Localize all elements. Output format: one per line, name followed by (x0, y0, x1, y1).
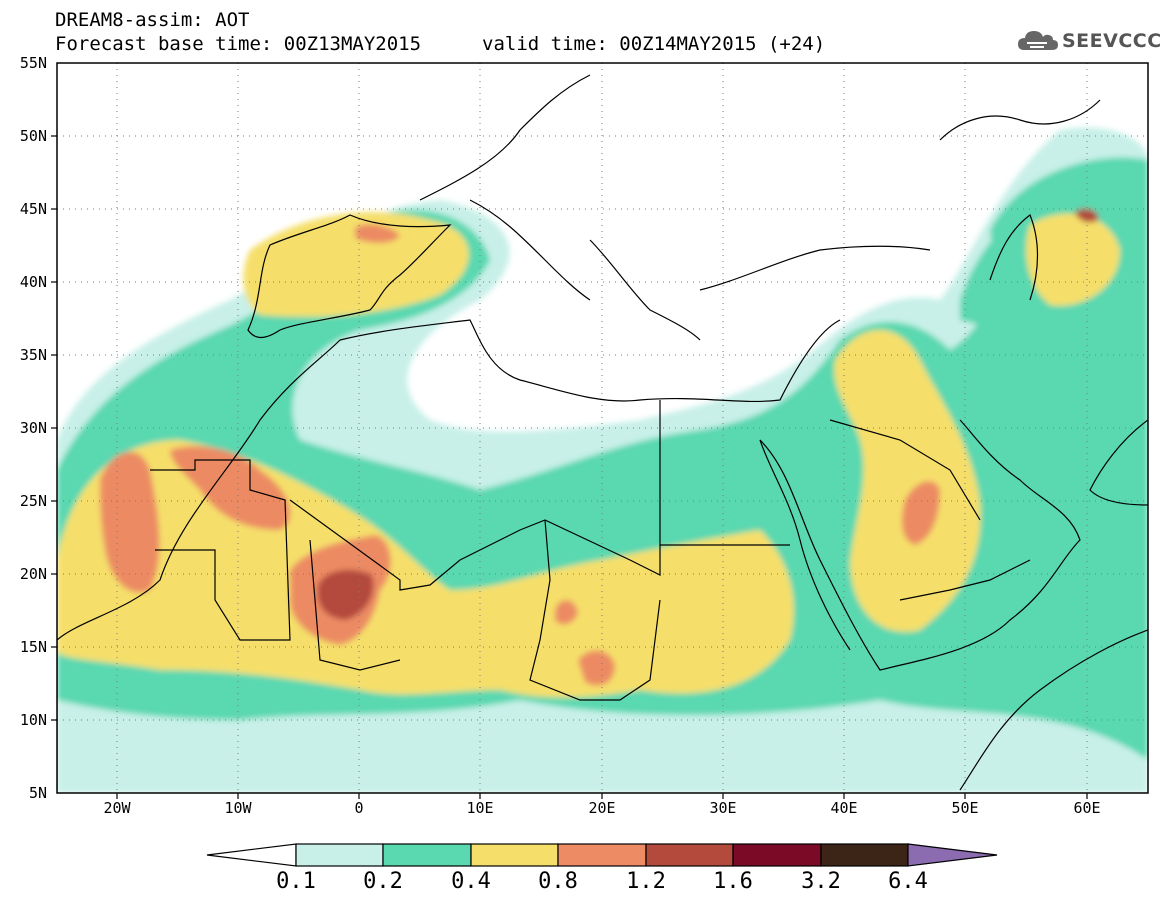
logo-text: SEEVCCC (1062, 30, 1162, 52)
aot-contours (57, 63, 1148, 793)
axis-ticks (51, 135, 1088, 799)
aot-band-0.8-niger (555, 600, 578, 625)
colorbar-label: 1.2 (626, 869, 666, 894)
forecast-base-time: Forecast base time: 00Z13MAY2015 (55, 33, 422, 55)
lat-label: 35N (19, 346, 47, 364)
lat-label: 10N (19, 711, 47, 729)
colorbar-high-arrow (907, 843, 998, 867)
aot-band-0.8-arabia (902, 481, 940, 545)
colorbar-swatch (382, 843, 472, 867)
lon-label: 20E (588, 799, 616, 817)
colorbar-label: 3.2 (801, 869, 841, 894)
colorbar-label: 0.4 (451, 869, 491, 894)
colorbar-label: 1.6 (713, 869, 753, 894)
valid-time: valid time: 00Z14MAY2015 (+24) (482, 33, 826, 55)
colorbar-swatch (820, 843, 909, 867)
lat-label: 40N (19, 273, 47, 291)
aot-band-0.4-arabia (834, 330, 981, 632)
aot-band-0.8-mauritania (170, 446, 291, 530)
lat-label: 55N (19, 54, 47, 72)
lat-label: 20N (19, 565, 47, 583)
coastlines (57, 74, 1148, 791)
lat-label: 15N (19, 638, 47, 656)
lon-label: 10E (466, 799, 494, 817)
lon-label: 40E (830, 799, 858, 817)
aot-band-0.4-iberia (243, 211, 469, 317)
lat-label: 45N (19, 200, 47, 218)
colorbar-swatch (732, 843, 822, 867)
lon-label: 50E (951, 799, 979, 817)
colorbar-low-arrow (206, 843, 297, 867)
aot-band-1.2-caspian (1075, 208, 1099, 223)
aot-band-0.4-caspian (1026, 213, 1120, 306)
seevccc-logo: SEEVCCC (1016, 26, 1161, 56)
colorbar (206, 843, 998, 867)
lon-label: 0 (354, 799, 364, 817)
aot-band-0.8-west (100, 451, 160, 593)
colorbar-label: 0.8 (538, 869, 578, 894)
colorbar-label: 0.1 (276, 869, 316, 894)
chart-title: DREAM8-assim: AOT (55, 9, 250, 31)
colorbar-swatch (295, 843, 384, 867)
aot-band-1.2-mali (317, 569, 374, 620)
colorbar-label: 0.2 (363, 869, 403, 894)
aot-band-0.8-chad (578, 650, 615, 686)
cloud-icon (1018, 31, 1058, 50)
colorbar-swatch (470, 843, 559, 867)
lat-label: 5N (28, 784, 47, 802)
lon-label: 10W (224, 799, 252, 817)
lon-label: 60E (1073, 799, 1101, 817)
lat-label: 25N (19, 492, 47, 510)
lon-label: 20W (103, 799, 131, 817)
colorbar-label: 6.4 (888, 869, 928, 894)
lat-label: 30N (19, 419, 47, 437)
colorbar-swatch (557, 843, 647, 867)
aot-band-0.8-pyrenees (355, 224, 400, 243)
aot-map (51, 62, 1149, 799)
lon-label: 30E (709, 799, 737, 817)
colorbar-swatch (645, 843, 734, 867)
lat-label: 50N (19, 127, 47, 145)
